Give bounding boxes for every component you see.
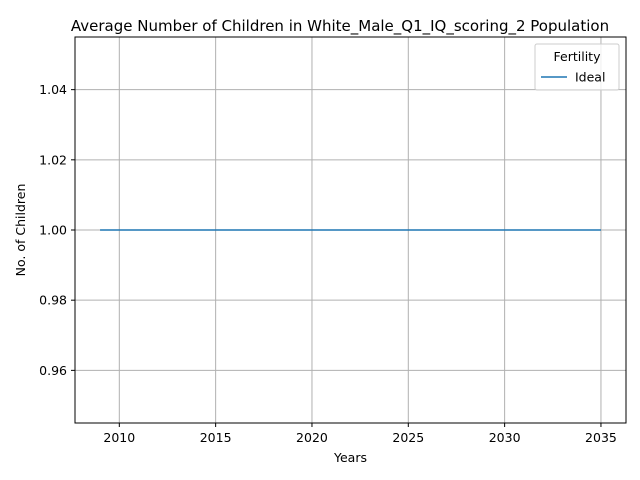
y-tick-label: 1.02 bbox=[39, 152, 67, 167]
x-tick-label: 2015 bbox=[200, 430, 232, 445]
legend-title: Fertility bbox=[554, 49, 602, 64]
y-axis-label: No. of Children bbox=[13, 184, 28, 277]
x-tick-label: 2030 bbox=[489, 430, 521, 445]
y-tick-label: 1.04 bbox=[39, 82, 67, 97]
x-tick-label: 2010 bbox=[103, 430, 135, 445]
y-tick-label: 0.98 bbox=[39, 293, 67, 308]
legend: Fertility Ideal bbox=[534, 43, 620, 91]
y-tick-label: 0.96 bbox=[39, 363, 67, 378]
x-tick-label: 2020 bbox=[296, 430, 328, 445]
chart-title: Average Number of Children in White_Male… bbox=[71, 17, 609, 36]
legend-label: Ideal bbox=[575, 70, 605, 85]
x-tick-label: 2035 bbox=[585, 430, 617, 445]
x-axis-label: Years bbox=[333, 450, 367, 465]
legend-box bbox=[534, 43, 620, 91]
y-tick-label: 1.00 bbox=[39, 223, 67, 238]
legend-entries: Ideal bbox=[541, 70, 605, 85]
ticks: 2010 2015 2020 2025 2030 2035 0.96 0.98 1.00 1.02… bbox=[39, 82, 617, 445]
x-tick-label: 2025 bbox=[392, 430, 424, 445]
